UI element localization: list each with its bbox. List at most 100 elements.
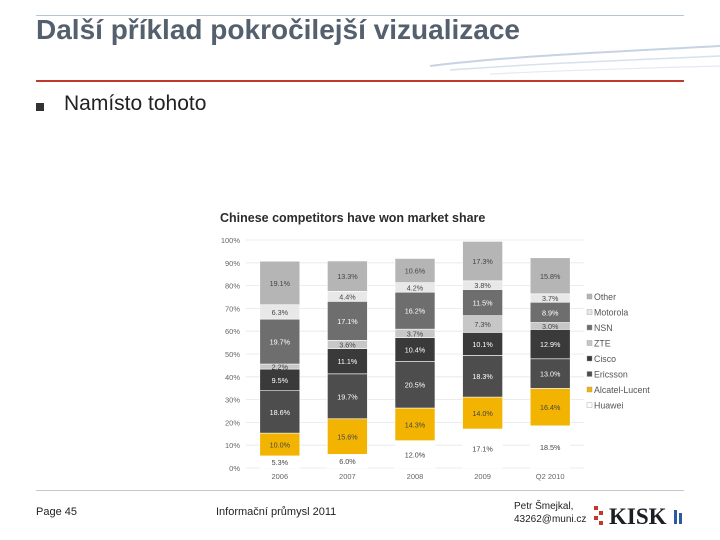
data-label: 6.0% (339, 457, 356, 466)
footer-rule (36, 490, 684, 491)
data-label: 11.5% (473, 299, 493, 308)
bar-segment (327, 348, 368, 375)
x-tick-label: 2009 (474, 472, 491, 481)
data-label: 10.1% (472, 340, 493, 349)
legend-swatch (586, 371, 593, 377)
data-label: 6.3% (272, 308, 289, 317)
legend-entry: Cisco (594, 354, 616, 364)
y-tick-label: 40% (225, 373, 240, 382)
data-label: 19.7% (270, 338, 291, 347)
legend-swatch (586, 293, 593, 300)
bar-segment (394, 407, 436, 441)
data-label: 13.0% (540, 370, 561, 379)
x-tick-label: 2006 (271, 472, 288, 481)
data-label: 4.4% (339, 292, 356, 301)
author-email: 43262@muni.cz (514, 514, 587, 525)
legend-entry: Other (594, 292, 616, 302)
legend-swatch (586, 324, 593, 331)
author-info: Petr Šmejkal, 43262@muni.cz (514, 500, 586, 526)
data-label: 17.3% (472, 257, 493, 266)
data-label: 17.1% (472, 445, 493, 454)
y-tick-label: 70% (225, 304, 240, 313)
data-label: 20.5% (405, 381, 426, 390)
data-label: 14.0% (472, 409, 493, 418)
bar-segment (394, 258, 436, 283)
title-underline (36, 80, 684, 82)
legend-entry: Alcatel-Lucent (594, 385, 650, 395)
bar-segment (462, 396, 503, 430)
y-tick-label: 20% (225, 418, 240, 427)
y-tick-label: 30% (225, 396, 240, 405)
data-label: 16.2% (405, 307, 426, 316)
bar-segment (394, 360, 436, 409)
data-label: 12.0% (405, 450, 426, 459)
bar-segment (529, 358, 571, 389)
bar-segment (529, 425, 571, 469)
bar-segment (394, 440, 436, 469)
bar-segment (327, 301, 368, 341)
data-label: 17.1% (337, 317, 358, 326)
data-label: 3.8% (474, 281, 491, 290)
data-label: 15.6% (337, 433, 358, 442)
bar-segment (529, 388, 571, 427)
x-tick-label: Q2 2010 (536, 472, 565, 481)
y-tick-label: 0% (229, 464, 240, 473)
y-tick-label: 90% (225, 259, 240, 268)
bullet-text: Namísto tohoto (64, 92, 207, 115)
bar-segment (259, 260, 301, 306)
legend-entry: Huawei (594, 401, 623, 411)
legend-swatch (586, 340, 593, 346)
data-label: 18.3% (472, 372, 493, 381)
chart-title: Chinese competitors have won market shar… (220, 211, 485, 225)
y-tick-label: 60% (225, 327, 240, 336)
y-tick-label: 10% (225, 441, 240, 450)
bar-segment (529, 257, 571, 295)
x-tick-label: 2007 (339, 472, 356, 481)
author-name: Petr Šmejkal, (514, 501, 574, 512)
bar-segment (259, 390, 301, 434)
bar-segment (394, 291, 436, 330)
stacked-bar-chart: Chinese competitors have won market shar… (220, 211, 650, 481)
data-label: 3.6% (339, 340, 356, 349)
data-label: 10.6% (405, 267, 426, 276)
bar-segment (462, 289, 503, 316)
data-label: 15.8% (540, 272, 561, 281)
legend-swatch (586, 402, 593, 408)
kisk-logo-bars (674, 510, 682, 524)
data-label: 11.1% (337, 357, 357, 366)
bar-segment (462, 241, 503, 282)
bar-segment (327, 260, 368, 292)
title-top-rule (36, 15, 684, 16)
data-label: 7.3% (474, 320, 491, 329)
data-label: 9.5% (272, 376, 289, 385)
page-number: Page 45 (36, 506, 77, 518)
legend-swatch (586, 386, 593, 393)
data-label: 4.2% (407, 283, 424, 292)
data-label: 16.4% (540, 403, 561, 412)
data-label: 3.0% (542, 322, 559, 331)
legend-entry: ZTE (594, 339, 611, 349)
decorative-swoosh (429, 45, 720, 75)
bar-segment (327, 418, 368, 455)
bar-segment (462, 355, 503, 398)
data-label: 18.6% (270, 408, 291, 417)
bar-segment (462, 428, 503, 469)
data-label: 14.3% (405, 420, 426, 429)
data-label: 10.4% (405, 345, 426, 354)
data-label: 10.0% (270, 441, 291, 450)
y-tick-label: 80% (225, 282, 240, 291)
data-label: 8.9% (542, 308, 559, 317)
bullet-marker (36, 103, 44, 111)
legend-entry: NSN (594, 323, 613, 333)
legend-swatch (586, 309, 593, 315)
course-name: Informační průmysl 2011 (216, 506, 337, 518)
data-label: 19.1% (270, 279, 291, 288)
slide-title: Další příklad pokročilejší vizualizace (36, 14, 520, 45)
data-label: 3.7% (407, 329, 424, 338)
legend-entry: Ericsson (594, 370, 628, 380)
data-label: 12.9% (540, 340, 561, 349)
bar-segment (327, 373, 368, 420)
y-tick-label: 50% (225, 350, 240, 359)
data-label: 19.7% (337, 392, 358, 401)
x-tick-label: 2008 (407, 472, 424, 481)
